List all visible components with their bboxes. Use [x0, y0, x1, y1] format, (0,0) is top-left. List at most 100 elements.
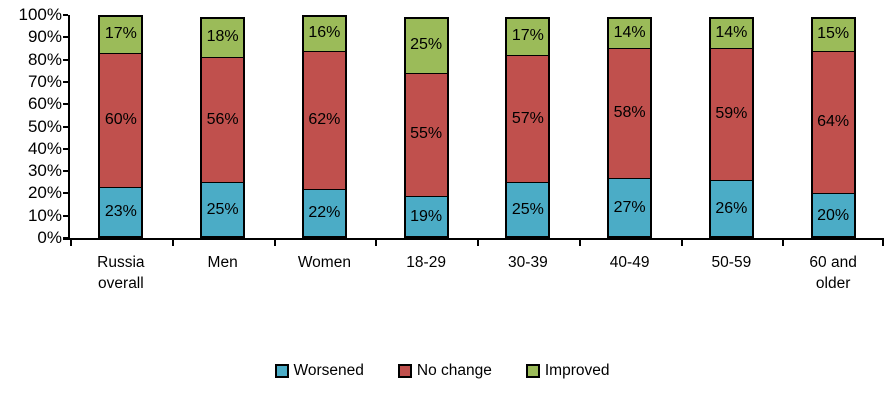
bar-outline [403, 17, 449, 238]
x-axis-line [63, 238, 884, 240]
segment-divider [301, 187, 347, 190]
x-category-label: 60 and older [809, 254, 857, 292]
segment-value-label: 57% [511, 109, 544, 127]
y-tick-label: 90% [27, 27, 62, 47]
bar-segment-worsened [301, 188, 347, 238]
segment-divider [708, 179, 754, 182]
bar-segment-no-change [98, 52, 144, 187]
segment-divider [98, 51, 144, 54]
segment-divider [200, 56, 246, 59]
stacked-bar: 20% 64% 15% [810, 17, 856, 238]
bar-segment-no-change [607, 48, 653, 178]
y-tick-mark [63, 214, 68, 217]
bar-outline [505, 17, 551, 238]
y-tick-mark [63, 192, 68, 195]
segment-value-label: 59% [715, 105, 748, 123]
segment-value-label: 56% [206, 110, 239, 128]
segment-divider [403, 71, 449, 74]
bar-segment-improved [607, 17, 653, 49]
x-category-label: Women [297, 254, 351, 271]
bar-outline [98, 15, 144, 238]
segment-value-label: 19% [410, 207, 443, 225]
y-tick-label: 60% [27, 94, 62, 114]
y-tick-mark [63, 170, 68, 173]
y-tick-mark [63, 147, 68, 150]
bar-outline [607, 17, 653, 238]
y-tick-label: 20% [27, 183, 62, 203]
bar-outline [708, 17, 754, 238]
segment-value-label: 55% [410, 125, 443, 143]
segment-value-label: 14% [715, 23, 748, 41]
bar-segment-improved [810, 17, 856, 51]
segment-divider [810, 192, 856, 195]
legend-label: No change [416, 362, 492, 379]
legend-label: Improved [544, 362, 610, 379]
segment-value-label: 17% [104, 24, 137, 42]
bar-segment-improved [301, 15, 347, 51]
bar-segment-improved [708, 17, 754, 49]
x-tick-mark [273, 240, 276, 246]
bar-segment-improved [505, 17, 551, 56]
y-tick-mark [63, 36, 68, 39]
stacked-bar: 27% 58% 14% [607, 17, 653, 238]
x-category-label: 18-29 [406, 254, 446, 271]
y-tick-label: 10% [27, 205, 62, 225]
bar-segment-no-change [301, 50, 347, 189]
segment-value-label: 25% [511, 201, 544, 219]
bar-segment-worsened [505, 182, 551, 238]
y-tick-label: 70% [27, 71, 62, 91]
x-category-label: 40-49 [609, 254, 650, 271]
bar-segment-worsened [200, 182, 246, 238]
legend-item-worsened: Worsened [274, 362, 364, 380]
bar-outline [810, 17, 856, 238]
bar-outline [200, 17, 246, 238]
bar-segment-improved [98, 15, 144, 53]
y-tick-mark [63, 125, 68, 128]
bar-outline [301, 15, 347, 238]
x-category-label: 50-59 [711, 254, 752, 271]
y-tick-mark [63, 14, 68, 16]
stacked-bar: 22% 62% 16% [301, 15, 347, 238]
bar-segment-no-change [403, 72, 449, 196]
stacked-bar: 23% 60% 17% [98, 15, 144, 238]
y-tick-label: 40% [27, 138, 62, 158]
legend-item-improved: Improved [525, 362, 610, 380]
segment-value-label: 64% [817, 113, 850, 131]
bar-segment-improved [403, 17, 449, 73]
bar-segment-improved [200, 17, 246, 58]
stacked-bar: 25% 57% 17% [505, 17, 551, 238]
x-tick-mark [70, 240, 72, 246]
bar-segment-no-change [810, 50, 856, 194]
segment-value-label: 62% [308, 110, 341, 128]
legend-label: Worsened [293, 362, 364, 379]
segment-value-label: 14% [613, 23, 646, 41]
x-category-label: 30-39 [508, 254, 548, 271]
segment-divider [505, 181, 551, 184]
y-tick-label: 30% [27, 161, 62, 181]
y-tick-mark [63, 58, 68, 61]
segment-divider [301, 49, 347, 52]
segment-divider [708, 47, 754, 50]
x-tick-mark [375, 240, 378, 246]
x-tick-mark [882, 240, 884, 246]
x-tick-mark [578, 240, 581, 246]
segment-divider [607, 176, 653, 179]
bar-segment-worsened [403, 195, 449, 238]
segment-divider [98, 185, 144, 188]
bar-segment-no-change [505, 55, 551, 183]
legend-marker-icon [274, 364, 289, 378]
legend-marker-icon [525, 364, 540, 378]
bar-segment-no-change [200, 57, 246, 183]
segment-value-label: 20% [817, 206, 850, 224]
segment-value-label: 25% [206, 201, 239, 219]
y-tick-mark [63, 103, 68, 106]
y-axis-line [68, 15, 70, 239]
segment-value-label: 23% [104, 203, 137, 221]
x-category-label: Men [207, 254, 238, 271]
bar-segment-worsened [810, 193, 856, 238]
x-tick-mark [477, 240, 479, 246]
segment-value-label: 18% [206, 28, 239, 46]
stacked-bar: 26% 59% 14% [708, 17, 754, 238]
segment-value-label: 25% [410, 36, 443, 54]
